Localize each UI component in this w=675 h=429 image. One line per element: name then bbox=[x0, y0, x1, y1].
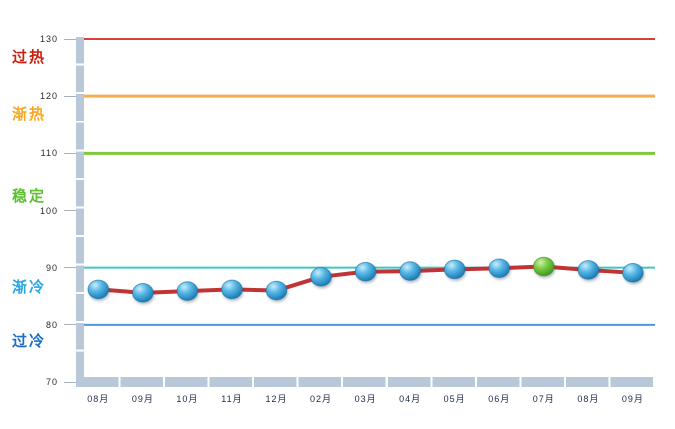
data-point-marker[interactable] bbox=[354, 261, 377, 282]
zone-label: 渐冷 bbox=[12, 279, 47, 296]
x-category-label: 12月 bbox=[265, 394, 288, 404]
x-axis bbox=[76, 377, 655, 387]
data-point-marker[interactable] bbox=[265, 280, 288, 301]
y-tick-mark bbox=[64, 38, 76, 40]
x-category-label: 09月 bbox=[131, 394, 154, 404]
zone-label: 过冷 bbox=[12, 333, 47, 350]
zone-label: 过热 bbox=[12, 49, 47, 66]
data-point-marker[interactable] bbox=[488, 258, 511, 279]
zone-label: 稳定 bbox=[12, 188, 47, 205]
data-point-marker[interactable] bbox=[132, 283, 154, 303]
y-tick-mark bbox=[64, 152, 76, 154]
data-point-marker[interactable] bbox=[399, 261, 421, 281]
y-tick-label: 90 bbox=[45, 262, 58, 273]
data-point-marker[interactable] bbox=[87, 279, 110, 300]
threshold-lines bbox=[84, 38, 655, 326]
x-category-label: 06月 bbox=[488, 394, 511, 404]
x-category-label: 09月 bbox=[621, 394, 644, 404]
data-point-marker[interactable] bbox=[622, 263, 644, 283]
data-point-marker[interactable] bbox=[176, 281, 199, 301]
y-tick-mark bbox=[64, 381, 76, 383]
y-tick-label: 130 bbox=[39, 34, 58, 44]
x-category-label: 05月 bbox=[443, 394, 466, 404]
data-point-marker[interactable] bbox=[310, 267, 332, 287]
x-category-label: 07月 bbox=[532, 394, 555, 404]
y-tick-label: 110 bbox=[40, 148, 58, 159]
x-category-label: 08月 bbox=[577, 394, 600, 404]
zone-label: 渐热 bbox=[12, 106, 47, 123]
x-category-label: 02月 bbox=[310, 394, 333, 404]
x-category-label: 08月 bbox=[87, 394, 110, 404]
x-category-label: 11月 bbox=[221, 394, 243, 404]
data-point-marker[interactable] bbox=[443, 259, 466, 280]
x-category-label: 03月 bbox=[354, 394, 377, 404]
x-category-label: 04月 bbox=[399, 394, 422, 404]
data-point-marker[interactable] bbox=[221, 279, 243, 300]
y-tick-label: 80 bbox=[45, 319, 58, 330]
x-category-label: 10月 bbox=[176, 394, 199, 404]
data-point-marker[interactable] bbox=[577, 260, 600, 280]
y-tick-label: 120 bbox=[39, 91, 58, 102]
y-tick-mark bbox=[64, 95, 76, 97]
data-series bbox=[87, 256, 644, 303]
y-axis bbox=[76, 37, 84, 387]
y-tick-mark bbox=[64, 210, 76, 211]
y-tick-label: 100 bbox=[39, 205, 58, 216]
y-tick-mark bbox=[64, 267, 76, 269]
y-tick-mark bbox=[64, 324, 76, 326]
y-tick-label: 70 bbox=[45, 377, 58, 387]
data-point-marker-highlight[interactable] bbox=[533, 256, 555, 277]
